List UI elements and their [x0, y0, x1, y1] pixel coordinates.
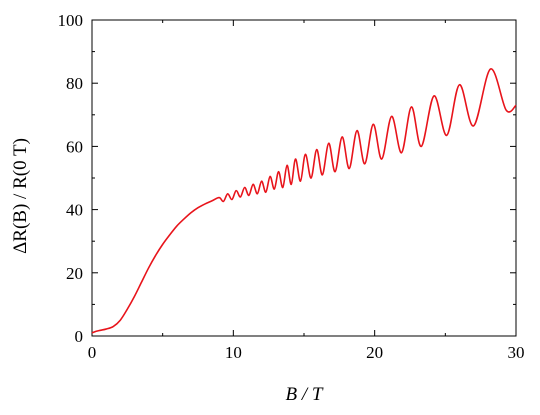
y-tick-label: 40 [66, 201, 83, 220]
series-group [91, 68, 517, 334]
x-tick-label: 0 [88, 343, 97, 362]
plot-border [91, 19, 517, 337]
plot-frame [91, 19, 517, 337]
y-tick-label: 20 [66, 264, 83, 283]
x-tick-label: 20 [366, 343, 383, 362]
y-tick-label: 60 [66, 137, 83, 156]
x-tick-label: 30 [508, 343, 525, 362]
x-axis-ticks: 0 10 20 30 [88, 20, 525, 362]
y-tick-label: 80 [66, 74, 83, 93]
series-line [91, 68, 517, 334]
y-axis-label: ΔR(B) / R(0 T) [10, 138, 31, 254]
y-tick-label: 0 [75, 327, 84, 346]
x-tick-label: 10 [225, 343, 242, 362]
y-tick-label: 100 [58, 11, 84, 30]
x-axis-label: B / T [286, 384, 324, 405]
y-axis-ticks: 0 20 40 60 80 100 [58, 11, 516, 346]
